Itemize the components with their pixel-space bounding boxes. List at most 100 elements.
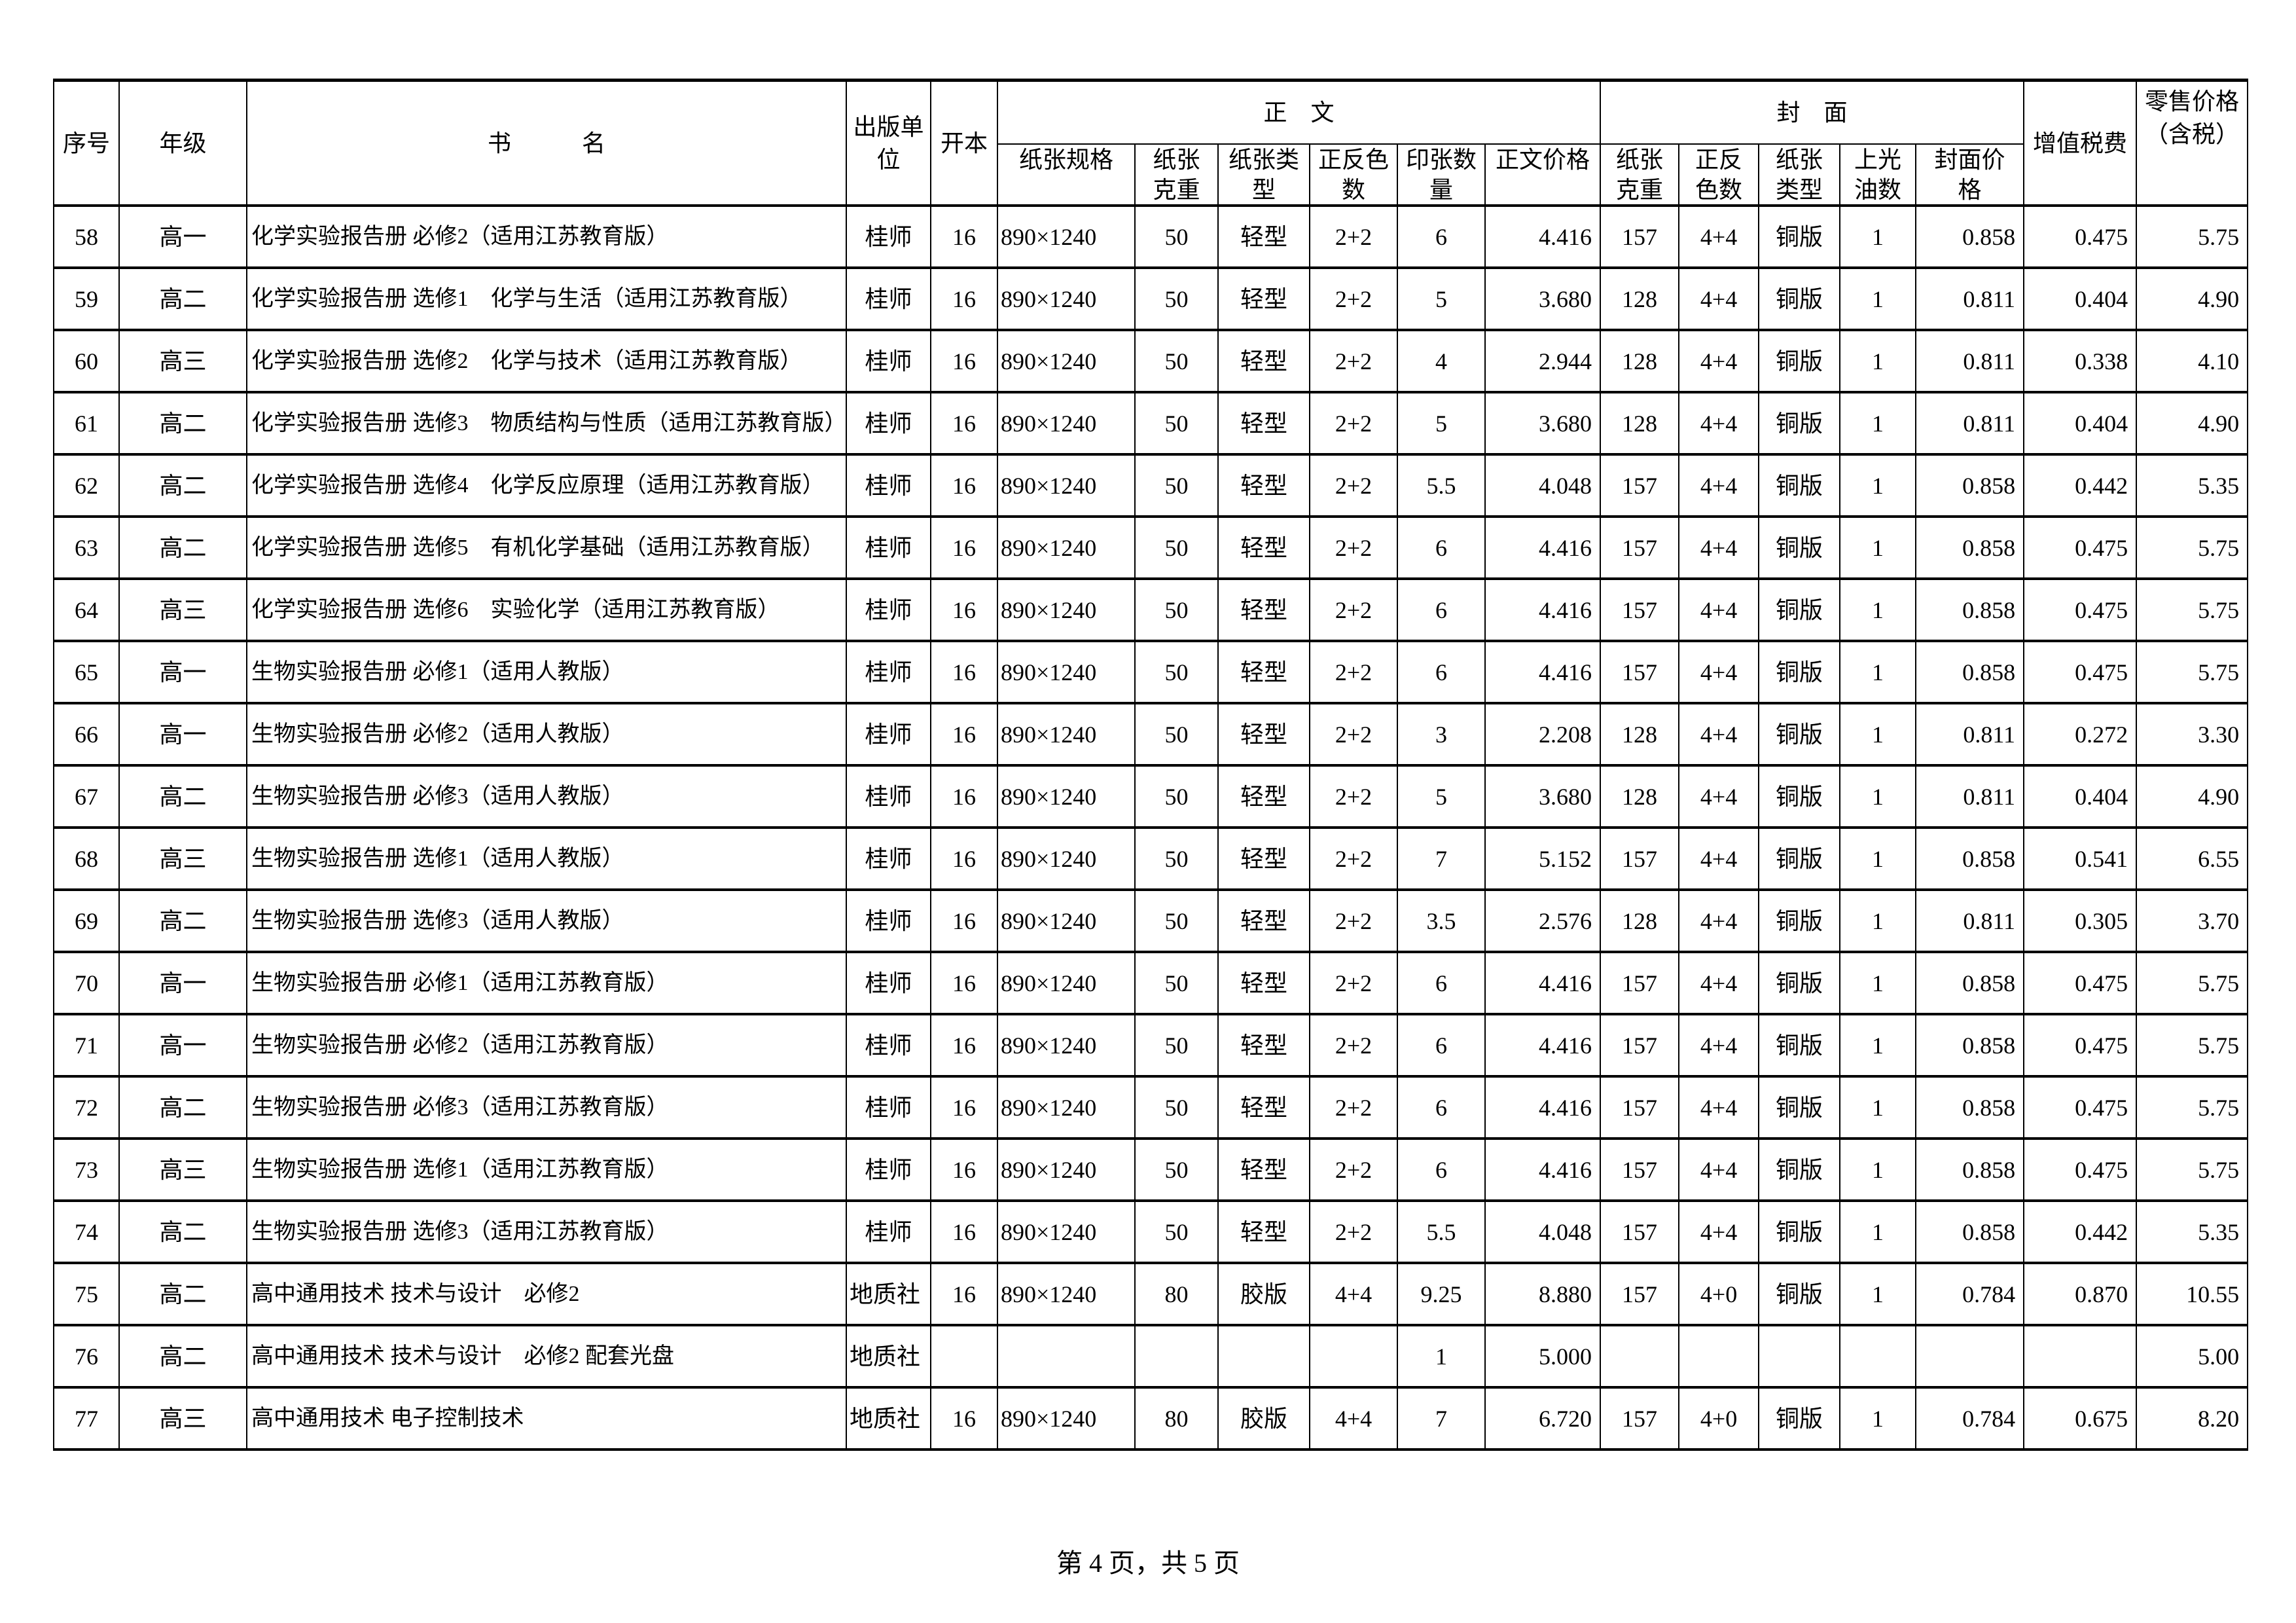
cell-cover-paper-type: 铜版 — [1758, 204, 1841, 269]
cell-grade: 高三 — [118, 577, 247, 642]
cell-book-title: 化学实验报告册 选修5 有机化学基础（适用江苏教育版） — [246, 515, 847, 580]
cell-sheets: 6 — [1397, 204, 1486, 269]
cell-book-title: 高中通用技术 电子控制技术 — [246, 1386, 847, 1451]
cell-paper-weight: 50 — [1134, 1075, 1219, 1140]
cell-cover-paper-type: 铜版 — [1758, 1075, 1841, 1140]
cell-varnish: 1 — [1839, 391, 1917, 456]
cell-body-price: 4.416 — [1484, 640, 1602, 704]
cell-sheets: 6 — [1397, 640, 1486, 704]
cell-sheets: 7 — [1397, 1386, 1486, 1451]
cell-sheets: 5 — [1397, 391, 1486, 456]
cell-varnish: 1 — [1839, 1137, 1917, 1202]
cell-format: 16 — [930, 888, 998, 953]
cell-publisher: 桂师 — [846, 1075, 931, 1140]
cell-retail-price: 5.00 — [2136, 1324, 2249, 1389]
cell-paper-size: 890×1240 — [997, 1137, 1136, 1202]
cell-cover-colors: 4+0 — [1678, 1262, 1760, 1326]
cell-grade: 高三 — [118, 329, 247, 393]
cell-cover-colors: 4+4 — [1678, 1075, 1760, 1140]
cell-cover-price: 0.811 — [1915, 888, 2025, 953]
cell-seq: 71 — [53, 1013, 120, 1078]
cell-body-price: 3.680 — [1484, 764, 1602, 829]
cell-paper-type: 轻型 — [1217, 1075, 1310, 1140]
cell-varnish: 1 — [1839, 453, 1917, 518]
cell-colors: 2+2 — [1309, 1137, 1398, 1202]
cell-body-price: 3.680 — [1484, 266, 1602, 331]
cell-cover-price: 0.858 — [1915, 1075, 2025, 1140]
cell-format: 16 — [930, 1262, 998, 1326]
cell-retail-price: 5.75 — [2136, 1137, 2249, 1202]
cell-retail-price: 5.75 — [2136, 1075, 2249, 1140]
cell-paper-weight: 50 — [1134, 888, 1219, 953]
table-row: 66 高一 生物实验报告册 必修2（适用人教版） 桂师 16 890×1240 50 轻型 2+… — [53, 702, 2249, 767]
cell-cover-paper-weight: 157 — [1600, 1075, 1680, 1140]
cell-paper-size: 890×1240 — [997, 702, 1136, 767]
cell-book-title: 生物实验报告册 必修3（适用人教版） — [246, 764, 847, 829]
cell-paper-weight: 50 — [1134, 826, 1219, 891]
cell-grade: 高二 — [118, 764, 247, 829]
cell-body-price: 5.000 — [1484, 1324, 1602, 1389]
cell-cover-paper-type: 铜版 — [1758, 391, 1841, 456]
cell-colors: 4+4 — [1309, 1386, 1398, 1451]
cell-publisher: 桂师 — [846, 1013, 931, 1078]
cell-sheets: 3.5 — [1397, 888, 1486, 953]
cell-seq: 62 — [53, 453, 120, 518]
cell-varnish: 1 — [1839, 1199, 1917, 1264]
table-row: 59 高二 化学实验报告册 选修1 化学与生活（适用江苏教育版） 桂师 16 890×12… — [53, 266, 2249, 331]
cell-publisher: 桂师 — [846, 826, 931, 891]
cell-varnish: 1 — [1839, 1262, 1917, 1326]
cell-paper-weight: 80 — [1134, 1386, 1219, 1451]
cell-varnish: 1 — [1839, 826, 1917, 891]
cell-colors: 2+2 — [1309, 951, 1398, 1015]
header-body-cols-0: 纸张规格 — [997, 143, 1136, 206]
page-footer: 第 4 页，共 5 页 — [1056, 1548, 1240, 1578]
cell-paper-size: 890×1240 — [997, 888, 1136, 953]
cell-publisher: 桂师 — [846, 1137, 931, 1202]
cell-cover-price: 0.858 — [1915, 515, 2025, 580]
cell-cover-colors: 4+4 — [1678, 951, 1760, 1015]
header-body-cols-3: 正反色数 — [1309, 143, 1398, 206]
cell-vat: 0.305 — [2023, 888, 2138, 953]
cell-cover-price: 0.858 — [1915, 1137, 2025, 1202]
cell-book-title: 生物实验报告册 必修2（适用江苏教育版） — [246, 1013, 847, 1078]
cell-varnish: 1 — [1839, 951, 1917, 1015]
cell-cover-paper-type: 铜版 — [1758, 329, 1841, 393]
cell-cover-colors: 4+4 — [1678, 266, 1760, 331]
cell-body-price: 4.416 — [1484, 515, 1602, 580]
cell-publisher: 桂师 — [846, 702, 931, 767]
cell-paper-type: 轻型 — [1217, 266, 1310, 331]
cell-paper-type — [1217, 1324, 1310, 1389]
cell-body-price: 4.416 — [1484, 1075, 1602, 1140]
cell-cover-paper-weight: 157 — [1600, 826, 1680, 891]
cell-vat: 0.675 — [2023, 1386, 2138, 1451]
cell-cover-price: 0.858 — [1915, 826, 2025, 891]
cell-cover-price — [1915, 1324, 2025, 1389]
cell-colors — [1309, 1324, 1398, 1389]
cell-format: 16 — [930, 826, 998, 891]
cell-cover-price: 0.784 — [1915, 1262, 2025, 1326]
cell-cover-paper-type: 铜版 — [1758, 764, 1841, 829]
cell-publisher: 桂师 — [846, 577, 931, 642]
cell-format: 16 — [930, 702, 998, 767]
cell-publisher: 桂师 — [846, 515, 931, 580]
cell-vat — [2023, 1324, 2138, 1389]
cell-body-price: 4.416 — [1484, 577, 1602, 642]
cell-format: 16 — [930, 1075, 998, 1140]
cell-colors: 2+2 — [1309, 702, 1398, 767]
table-row: 69 高二 生物实验报告册 选修3（适用人教版） 桂师 16 890×1240 50 轻型 2+… — [53, 888, 2249, 953]
cell-varnish: 1 — [1839, 266, 1917, 331]
cell-cover-price: 0.858 — [1915, 1199, 2025, 1264]
cell-cover-paper-type: 铜版 — [1758, 888, 1841, 953]
cell-cover-colors: 4+4 — [1678, 702, 1760, 767]
cell-paper-type: 轻型 — [1217, 1137, 1310, 1202]
cell-varnish: 1 — [1839, 764, 1917, 829]
cell-retail-price: 6.55 — [2136, 826, 2249, 891]
cell-cover-paper-weight: 128 — [1600, 266, 1680, 331]
cell-sheets: 6 — [1397, 1013, 1486, 1078]
cell-publisher: 桂师 — [846, 951, 931, 1015]
cell-body-price: 5.152 — [1484, 826, 1602, 891]
cell-paper-weight: 50 — [1134, 1137, 1219, 1202]
cell-cover-price: 0.811 — [1915, 391, 2025, 456]
cell-cover-colors: 4+4 — [1678, 1199, 1760, 1264]
cell-cover-price: 0.784 — [1915, 1386, 2025, 1451]
